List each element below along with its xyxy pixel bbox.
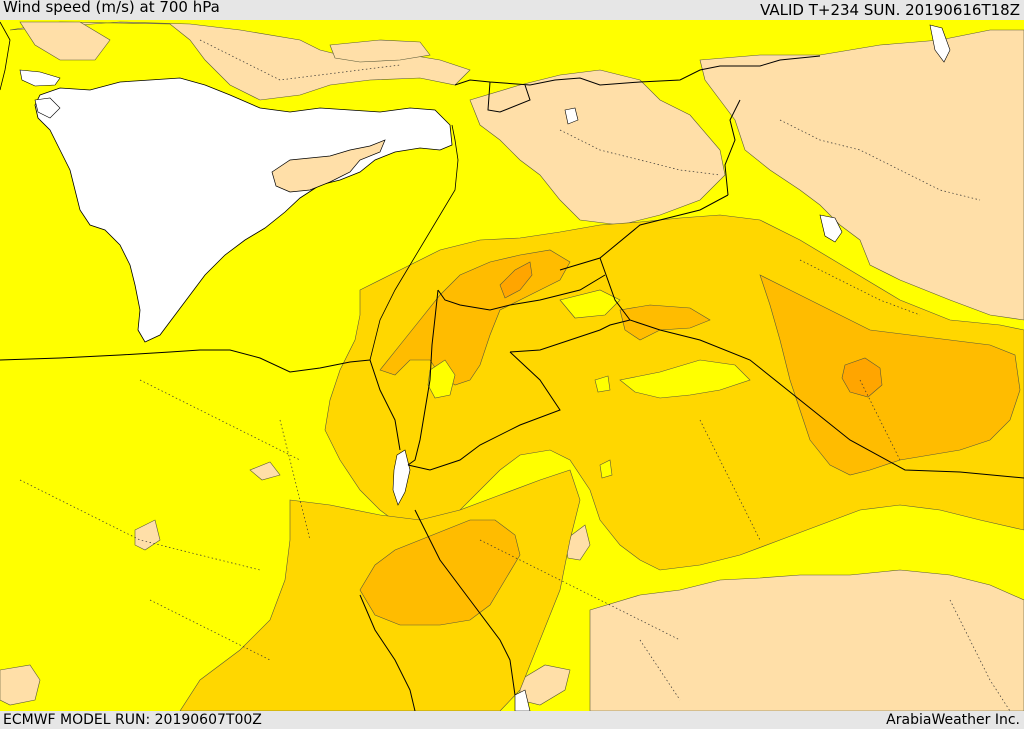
map-footer: ECMWF MODEL RUN: 20190607T00Z ArabiaWeat… (0, 711, 1024, 729)
coastlines (0, 21, 459, 361)
wind-band-15-20 (359, 249, 1021, 626)
mediterranean-sea (34, 77, 453, 343)
wind-band-0-5 (0, 21, 1024, 711)
aegean-coast (19, 69, 61, 119)
map-header: Wind speed (m/s) at 700 hPa VALID T+234 … (0, 0, 1024, 20)
model-run-label: ECMWF MODEL RUN: 20190607T00Z (3, 712, 262, 728)
admin-borders (19, 39, 1011, 711)
gulf-of-aqaba (392, 449, 411, 506)
wind-speed-map (0, 20, 1024, 711)
country-borders (0, 55, 1024, 711)
lakes (564, 24, 951, 243)
cyprus-island (271, 139, 386, 193)
valid-time-label: VALID T+234 SUN. 20190616T18Z (760, 1, 1020, 19)
wind-band-20-25 (499, 261, 883, 398)
red-sea-corner (514, 689, 531, 711)
credit-label: ArabiaWeather Inc. (886, 712, 1020, 728)
wind-band-5-10-pockets (427, 289, 751, 479)
map-title: Wind speed (m/s) at 700 hPa (3, 0, 220, 16)
